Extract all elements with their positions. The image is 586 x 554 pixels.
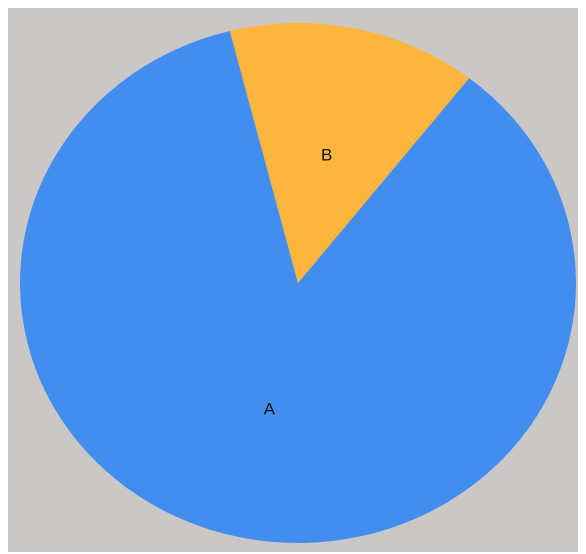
pie-labels: AB xyxy=(264,145,333,418)
pie-chart: AB xyxy=(19,22,576,543)
pie-slices xyxy=(19,22,576,543)
pie-slice-b xyxy=(229,22,470,284)
pie-label-b: B xyxy=(321,145,332,164)
pie-label-a: A xyxy=(264,400,276,419)
pie-slice-a xyxy=(19,30,576,543)
